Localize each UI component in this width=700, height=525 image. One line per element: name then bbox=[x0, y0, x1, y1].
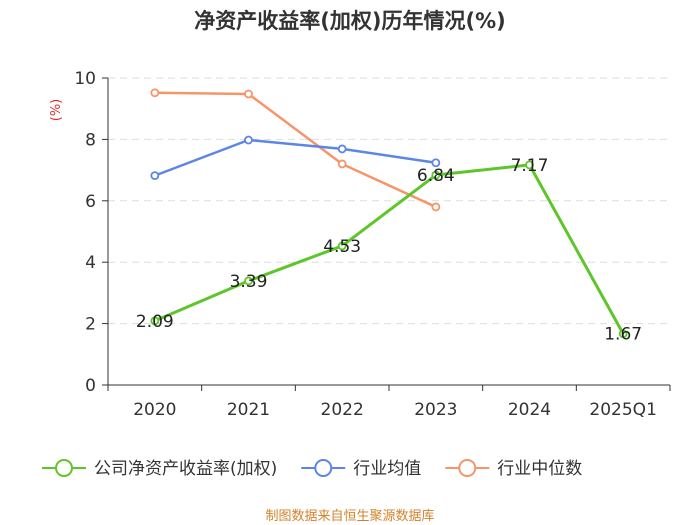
data-point bbox=[244, 135, 253, 145]
data-labels: 2.09 3.39 4.53 6.84 7.17 1.67 bbox=[136, 156, 642, 345]
y-tick-label: 0 bbox=[85, 376, 96, 396]
chart-title: 净资产收益率(加权)历年情况(%) bbox=[194, 9, 505, 33]
data-label: 2.09 bbox=[136, 312, 174, 332]
data-point bbox=[244, 276, 253, 286]
data-point bbox=[337, 241, 347, 251]
x-tick-label: 2024 bbox=[508, 400, 551, 420]
data-label: 6.84 bbox=[417, 166, 455, 186]
legend-swatch-marker bbox=[458, 459, 477, 477]
legend-item[interactable]: 行业均值 bbox=[301, 459, 421, 479]
data-point bbox=[431, 158, 441, 168]
data-point bbox=[618, 329, 628, 339]
y-tick-label: 8 bbox=[85, 130, 96, 150]
legend-item[interactable]: 公司净资产收益率(加权) bbox=[42, 459, 277, 479]
x-tick-label: 2025Q1 bbox=[589, 400, 656, 420]
data-point bbox=[244, 89, 253, 99]
source-note: 制图数据来自恒生聚源数据库 bbox=[265, 508, 434, 524]
legend-label: 行业中位数 bbox=[497, 459, 582, 479]
legend-label: 行业均值 bbox=[353, 459, 421, 479]
legend[interactable]: 公司净资产收益率(加权) 行业均值 行业中位数 bbox=[42, 459, 582, 479]
legend-label: 公司净资产收益率(加权) bbox=[94, 459, 277, 479]
data-point bbox=[337, 159, 347, 169]
y-tick-label: 4 bbox=[85, 253, 96, 273]
x-tick-label: 2021 bbox=[227, 400, 270, 420]
x-tick-label: 2022 bbox=[321, 400, 364, 420]
series-line bbox=[154, 138, 437, 177]
data-point bbox=[337, 144, 347, 154]
data-point bbox=[431, 170, 441, 180]
data-label: 7.17 bbox=[511, 156, 549, 176]
data-label: 1.67 bbox=[604, 325, 642, 345]
data-point bbox=[431, 202, 441, 212]
x-tick-label: 2023 bbox=[414, 400, 457, 420]
data-point bbox=[150, 171, 160, 181]
series-group bbox=[150, 88, 628, 339]
x-tick-label: 2020 bbox=[133, 400, 176, 420]
legend-item[interactable]: 行业中位数 bbox=[445, 459, 582, 479]
axes: 0 2 4 6 8 10 2020 2021 2022 2023 2024 2025Q1 bbox=[74, 69, 671, 420]
y-tick-label: 6 bbox=[85, 192, 96, 212]
data-label: 3.39 bbox=[230, 272, 268, 292]
gridlines bbox=[108, 77, 670, 325]
data-point bbox=[150, 88, 160, 98]
series-line bbox=[154, 91, 437, 209]
data-point bbox=[150, 316, 160, 326]
series-line bbox=[154, 163, 625, 335]
y-tick-label: 2 bbox=[85, 315, 96, 335]
y-axis-label: (%) bbox=[49, 99, 64, 122]
data-label: 4.53 bbox=[323, 237, 361, 257]
data-point bbox=[525, 160, 534, 170]
legend-swatch-marker bbox=[314, 459, 333, 477]
y-tick-label: 10 bbox=[74, 69, 96, 89]
legend-swatch-marker bbox=[55, 459, 73, 477]
